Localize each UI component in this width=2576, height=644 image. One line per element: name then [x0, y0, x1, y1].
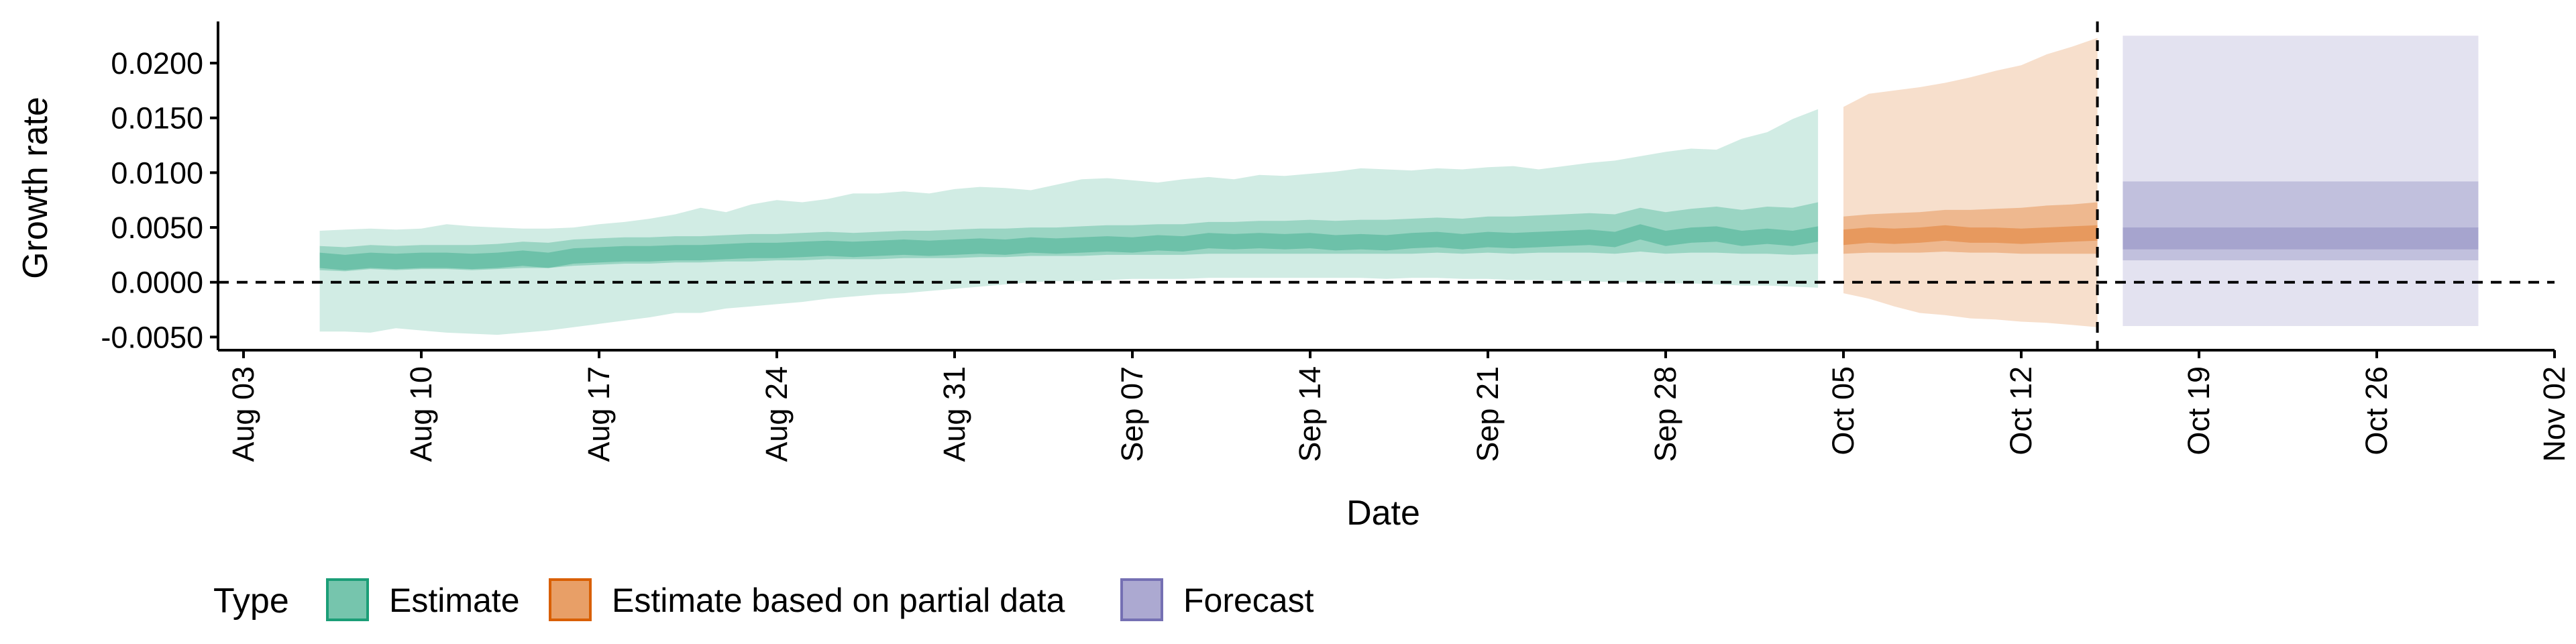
x-axis-label: Date [1346, 494, 1420, 533]
axes: Growth rate Date -0.0050 0.0000 0.0050 0.01… [16, 21, 2571, 533]
estimate-median-band [319, 224, 1819, 270]
series-forecast [2123, 36, 2479, 327]
y-tick-label: 0.0150 [111, 101, 203, 136]
x-tick-label: Sep 28 [1648, 366, 1682, 462]
y-tick-label: 0.0050 [111, 211, 203, 245]
legend-swatch [1120, 578, 1163, 621]
x-tick-label: Oct 26 [2359, 366, 2394, 455]
legend-entry-label: Estimate [389, 582, 520, 619]
x-tick-label: Aug 17 [582, 366, 616, 462]
estimate-based-on-partial-data-band-90 [1843, 38, 2098, 327]
forecast-band-90 [2123, 36, 2479, 327]
forecast-band-75 [2123, 181, 2479, 261]
x-tick-label: Sep 21 [1470, 366, 1505, 462]
estimate-band-50 [319, 202, 1819, 272]
forecast-band-50 [2123, 227, 2479, 250]
x-tick-label: Sep 14 [1293, 366, 1327, 462]
legend-entry-label: Forecast [1183, 582, 1314, 619]
estimate-based-on-partial-data-median-band [1843, 225, 2098, 246]
y-tick-label: -0.0050 [101, 320, 203, 354]
x-tick-label: Aug 10 [404, 366, 438, 462]
x-tick-label: Sep 07 [1115, 366, 1149, 462]
legend-swatch [326, 578, 369, 621]
series-estimate [319, 109, 1819, 335]
x-tick-label: Aug 24 [759, 366, 794, 462]
legend-title: Type [213, 582, 289, 621]
y-tick-label: 0.0200 [111, 46, 203, 80]
plot-area [218, 21, 2555, 350]
x-tick-label: Nov 02 [2537, 366, 2571, 462]
legend: Type Estimate Estimate based on partial d… [213, 578, 1314, 621]
y-tick-label: 0.0000 [111, 266, 203, 300]
x-tick-label: Oct 05 [1826, 366, 1860, 455]
x-tick-label: Oct 19 [2182, 366, 2216, 455]
estimate-based-on-partial-data-band-50 [1843, 202, 2098, 254]
y-tick-label: 0.0100 [111, 156, 203, 190]
legend-entry-label: Estimate based on partial data [612, 582, 1065, 619]
estimate-band-90 [319, 109, 1819, 335]
y-axis-label: Growth rate [16, 97, 55, 279]
legend-swatch [549, 578, 592, 621]
x-tick-label: Oct 12 [2004, 366, 2038, 455]
x-tick-label: Aug 03 [226, 366, 260, 462]
series-estimate-based-on-partial-data [1843, 38, 2098, 327]
x-tick-label: Aug 31 [937, 366, 971, 462]
